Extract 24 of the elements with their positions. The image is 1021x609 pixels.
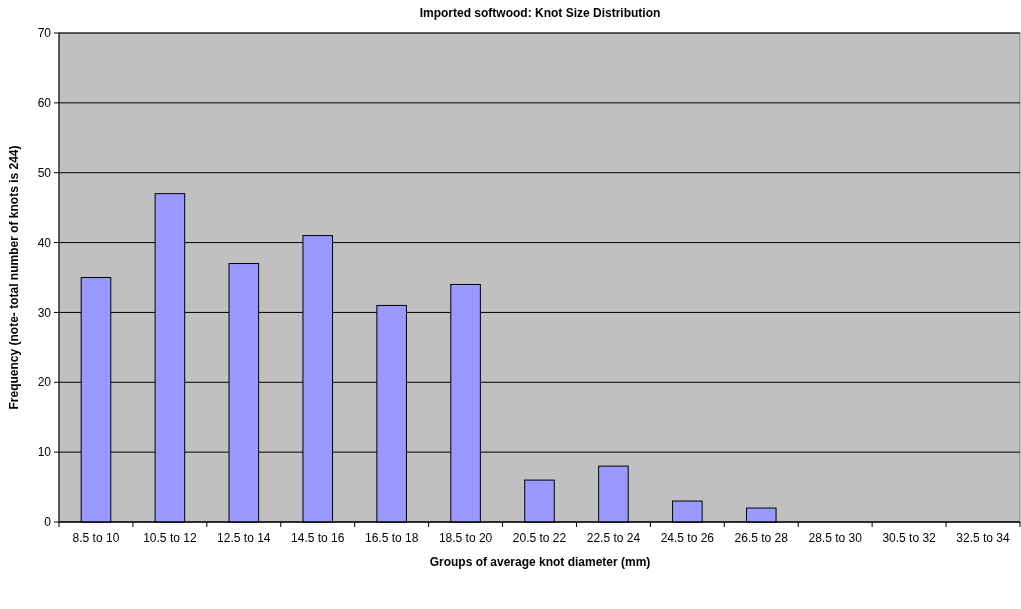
y-tick-label: 60 (37, 96, 52, 111)
x-tick-label: 26.5 to 28 (734, 531, 789, 545)
x-tick-label: 22.5 to 24 (586, 531, 641, 545)
x-tick-label: 14.5 to 16 (291, 531, 345, 545)
x-axis-title: Groups of average knot diameter (mm) (429, 555, 651, 569)
x-tick-label: 18.5 to 20 (438, 531, 493, 545)
x-tick-label: 8.5 to 10 (72, 531, 120, 545)
y-tick-label: 30 (37, 305, 52, 320)
x-tick-label: 28.5 to 30 (808, 531, 863, 545)
x-tick-label: 30.5 to 32 (882, 531, 937, 545)
y-tick-label: 70 (37, 26, 52, 41)
x-tick-label: 16.5 to 18 (364, 531, 419, 545)
chart-title: Imported softwood: Knot Size Distribution (419, 6, 661, 20)
x-tick-label: 12.5 to 14 (217, 531, 271, 545)
x-tick-label: 10.5 to 12 (143, 531, 197, 545)
y-tick-label: 40 (37, 235, 52, 250)
y-tick-label: 50 (37, 165, 52, 180)
x-tick-label: 20.5 to 22 (512, 531, 567, 545)
x-tick-label: 32.5 to 34 (956, 531, 1011, 545)
y-tick-label: 10 (37, 445, 52, 460)
y-tick-label: 0 (44, 515, 52, 530)
y-tick-label: 20 (37, 375, 52, 390)
y-axis-title: Frequency (note- total number of knots is 244) (7, 145, 21, 410)
x-tick-label: 24.5 to 26 (660, 531, 715, 545)
